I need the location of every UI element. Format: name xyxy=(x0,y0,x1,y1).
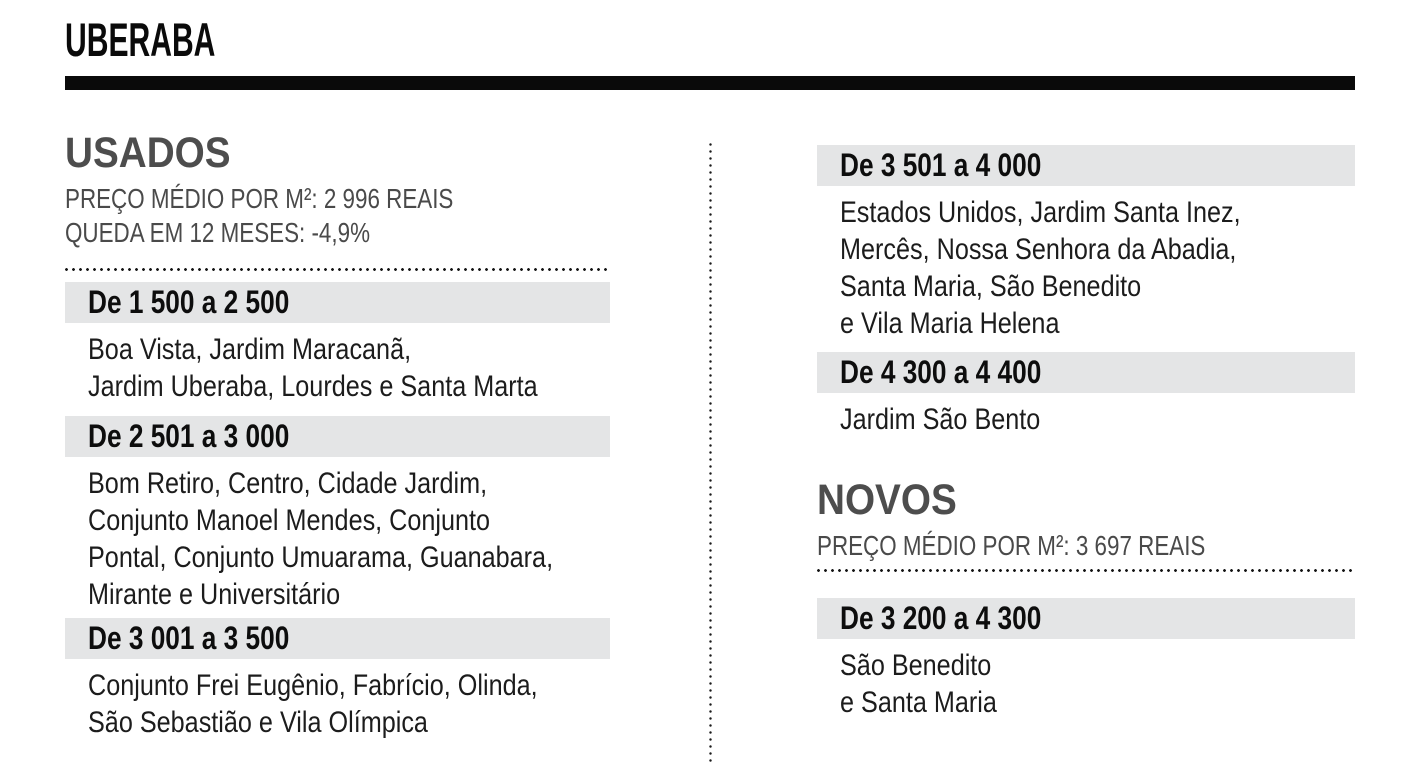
neighborhood-list: Estados Unidos, Jardim Santa Inez, Mercê… xyxy=(840,196,1241,340)
usados-change-line: QUEDA EM 12 MESES: -4,9% xyxy=(65,217,370,248)
usados-avg-price-line: PREÇO MÉDIO POR M²: 2 996 REAIS xyxy=(65,183,454,214)
price-range-label: De 2 501 a 3 000 xyxy=(88,418,290,454)
usados-column: USADOS PREÇO MÉDIO POR M²: 2 996 REAIS Q… xyxy=(65,0,610,741)
price-range-band: De 3 200 a 4 300 xyxy=(817,598,1355,639)
price-range-band: De 3 501 a 4 000 xyxy=(817,145,1355,186)
price-range-label: De 3 001 a 3 500 xyxy=(88,620,290,656)
neighborhood-list: Bom Retiro, Centro, Cidade Jardim, Conju… xyxy=(88,467,554,611)
price-range-label: De 3 501 a 4 000 xyxy=(840,147,1042,183)
city-title: UBERABA xyxy=(65,13,216,66)
column-divider-dotted xyxy=(709,143,712,765)
novos-heading: NOVOS xyxy=(817,476,957,524)
usados-heading: USADOS xyxy=(65,129,231,177)
price-range-band: De 1 500 a 2 500 xyxy=(65,282,610,323)
price-range-band: De 4 300 a 4 400 xyxy=(817,352,1355,393)
price-range-band: De 3 001 a 3 500 xyxy=(65,618,610,659)
title-underline-bar xyxy=(65,76,1355,90)
price-range-label: De 4 300 a 4 400 xyxy=(840,354,1042,390)
price-range-label: De 3 200 a 4 300 xyxy=(840,600,1042,636)
neighborhood-list: Jardim São Bento xyxy=(840,403,1041,436)
neighborhood-list: Conjunto Frei Eugênio, Fabrício, Olinda,… xyxy=(88,669,538,739)
dotted-rule xyxy=(65,268,610,271)
right-column: De 3 501 a 4 000 Estados Unidos, Jardim … xyxy=(817,0,1355,721)
novos-avg-price-line: PREÇO MÉDIO POR M²: 3 697 REAIS xyxy=(817,530,1206,561)
neighborhood-list: São Benedito e Santa Maria xyxy=(840,649,997,719)
dotted-rule xyxy=(817,569,1355,572)
price-range-band: De 2 501 a 3 000 xyxy=(65,416,610,457)
price-range-label: De 1 500 a 2 500 xyxy=(88,284,290,320)
neighborhood-list: Boa Vista, Jardim Maracanã, Jardim Ubera… xyxy=(88,333,538,403)
